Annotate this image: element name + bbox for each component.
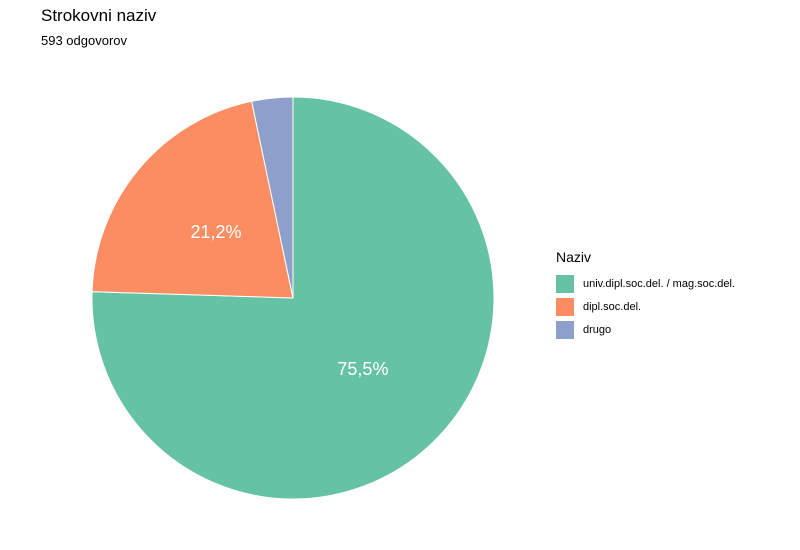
legend-swatch	[556, 320, 574, 339]
legend-swatch	[556, 274, 574, 293]
pie-slice	[91, 100, 294, 299]
legend-item: dipl.soc.del.	[556, 295, 735, 318]
legend-label: univ.dipl.soc.del. / mag.soc.del.	[583, 277, 736, 290]
legend-item: univ.dipl.soc.del. / mag.soc.del.	[556, 272, 735, 295]
legend-title: Naziv	[556, 249, 592, 265]
chart-title: Strokovni naziv	[41, 6, 157, 25]
legend-label: drugo	[583, 323, 612, 336]
slice-label: 75,5%	[337, 359, 388, 379]
slice-label: 21,2%	[190, 222, 241, 242]
legend-label: dipl.soc.del.	[583, 300, 642, 313]
legend-item: drugo	[556, 318, 735, 341]
legend-swatch	[556, 297, 574, 316]
legend: Naziv univ.dipl.soc.del. / mag.soc.del. …	[556, 249, 735, 341]
pie-slice	[251, 96, 294, 299]
chart-subtitle: 593 odgovorov	[41, 33, 128, 48]
